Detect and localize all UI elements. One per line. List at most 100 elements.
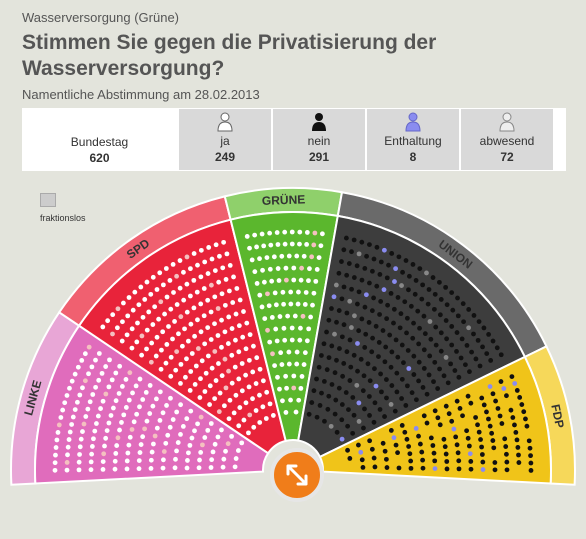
seat[interactable] (170, 336, 175, 342)
seat[interactable] (142, 297, 148, 302)
seat[interactable] (219, 344, 224, 350)
seat[interactable] (307, 266, 312, 272)
seat[interactable] (347, 378, 353, 383)
seat[interactable] (378, 371, 383, 377)
seat[interactable] (481, 402, 487, 408)
seat[interactable] (148, 359, 154, 365)
seat[interactable] (166, 324, 171, 329)
seat[interactable] (272, 363, 277, 369)
seat[interactable] (329, 343, 335, 349)
seat[interactable] (383, 456, 389, 462)
seat[interactable] (411, 353, 417, 359)
seat[interactable] (174, 448, 179, 454)
seat[interactable] (411, 320, 416, 326)
seat[interactable] (464, 428, 470, 434)
seat[interactable] (393, 442, 399, 448)
seat[interactable] (443, 318, 449, 323)
seat[interactable] (492, 452, 497, 458)
seat[interactable] (135, 320, 140, 326)
seat[interactable] (201, 286, 207, 291)
seat[interactable] (412, 291, 418, 297)
seat[interactable] (289, 229, 295, 235)
seat[interactable] (316, 255, 322, 260)
seat[interactable] (201, 313, 207, 319)
seat[interactable] (236, 376, 242, 382)
seat[interactable] (88, 459, 94, 465)
seat[interactable] (198, 414, 204, 420)
seat[interactable] (188, 321, 194, 327)
seat[interactable] (259, 304, 265, 310)
seat[interactable] (81, 421, 87, 427)
seat[interactable] (278, 350, 284, 356)
seat[interactable] (164, 342, 170, 347)
seat[interactable] (427, 319, 433, 324)
seat[interactable] (299, 374, 305, 379)
seat[interactable] (484, 351, 490, 357)
seat[interactable] (453, 434, 459, 440)
seat[interactable] (367, 378, 373, 384)
seat[interactable] (200, 442, 205, 448)
seat[interactable] (234, 286, 240, 291)
seat[interactable] (272, 290, 278, 296)
seat[interactable] (80, 385, 85, 391)
seat[interactable] (526, 438, 532, 444)
seat[interactable] (344, 272, 350, 278)
seat[interactable] (168, 373, 174, 379)
seat[interactable] (329, 382, 335, 387)
seat[interactable] (74, 399, 80, 405)
seat[interactable] (101, 451, 107, 457)
seat[interactable] (239, 361, 245, 366)
seat[interactable] (277, 386, 282, 392)
seat[interactable] (178, 380, 183, 386)
seat[interactable] (380, 328, 386, 333)
seat[interactable] (389, 251, 395, 256)
seat[interactable] (235, 448, 241, 453)
seat[interactable] (373, 383, 379, 389)
seat[interactable] (223, 385, 229, 391)
seat[interactable] (56, 422, 62, 428)
seat[interactable] (223, 277, 229, 282)
seat[interactable] (431, 450, 437, 456)
seat[interactable] (232, 364, 238, 370)
seat[interactable] (140, 434, 146, 440)
seat[interactable] (481, 325, 487, 331)
seat[interactable] (445, 380, 451, 386)
seat[interactable] (388, 428, 394, 433)
seat[interactable] (321, 341, 327, 347)
seat[interactable] (275, 374, 280, 380)
seat[interactable] (444, 302, 450, 308)
seat[interactable] (173, 456, 178, 462)
seat[interactable] (185, 458, 190, 463)
seat[interactable] (213, 378, 219, 383)
seat[interactable] (195, 262, 200, 268)
seat[interactable] (137, 404, 142, 410)
seat[interactable] (224, 251, 230, 257)
seat[interactable] (362, 304, 368, 310)
seat[interactable] (288, 289, 294, 295)
seat[interactable] (391, 435, 397, 441)
seat[interactable] (99, 370, 105, 376)
seat[interactable] (154, 425, 160, 431)
seat[interactable] (301, 253, 307, 259)
seat[interactable] (519, 402, 525, 407)
seat[interactable] (455, 313, 461, 319)
seat[interactable] (493, 398, 498, 404)
seat[interactable] (406, 273, 412, 279)
seat[interactable] (410, 335, 416, 341)
seat[interactable] (420, 465, 426, 471)
seat[interactable] (174, 302, 180, 307)
seat[interactable] (82, 378, 88, 384)
seat[interactable] (506, 400, 512, 406)
seat[interactable] (205, 353, 211, 359)
seat[interactable] (102, 443, 107, 449)
seat[interactable] (428, 435, 434, 441)
seat[interactable] (231, 274, 236, 280)
seat[interactable] (527, 445, 533, 451)
seat[interactable] (388, 402, 394, 407)
seat[interactable] (318, 243, 324, 249)
seat[interactable] (512, 381, 518, 386)
seat[interactable] (364, 253, 369, 259)
seat[interactable] (221, 403, 227, 409)
seat[interactable] (222, 356, 228, 362)
seat[interactable] (187, 388, 193, 393)
